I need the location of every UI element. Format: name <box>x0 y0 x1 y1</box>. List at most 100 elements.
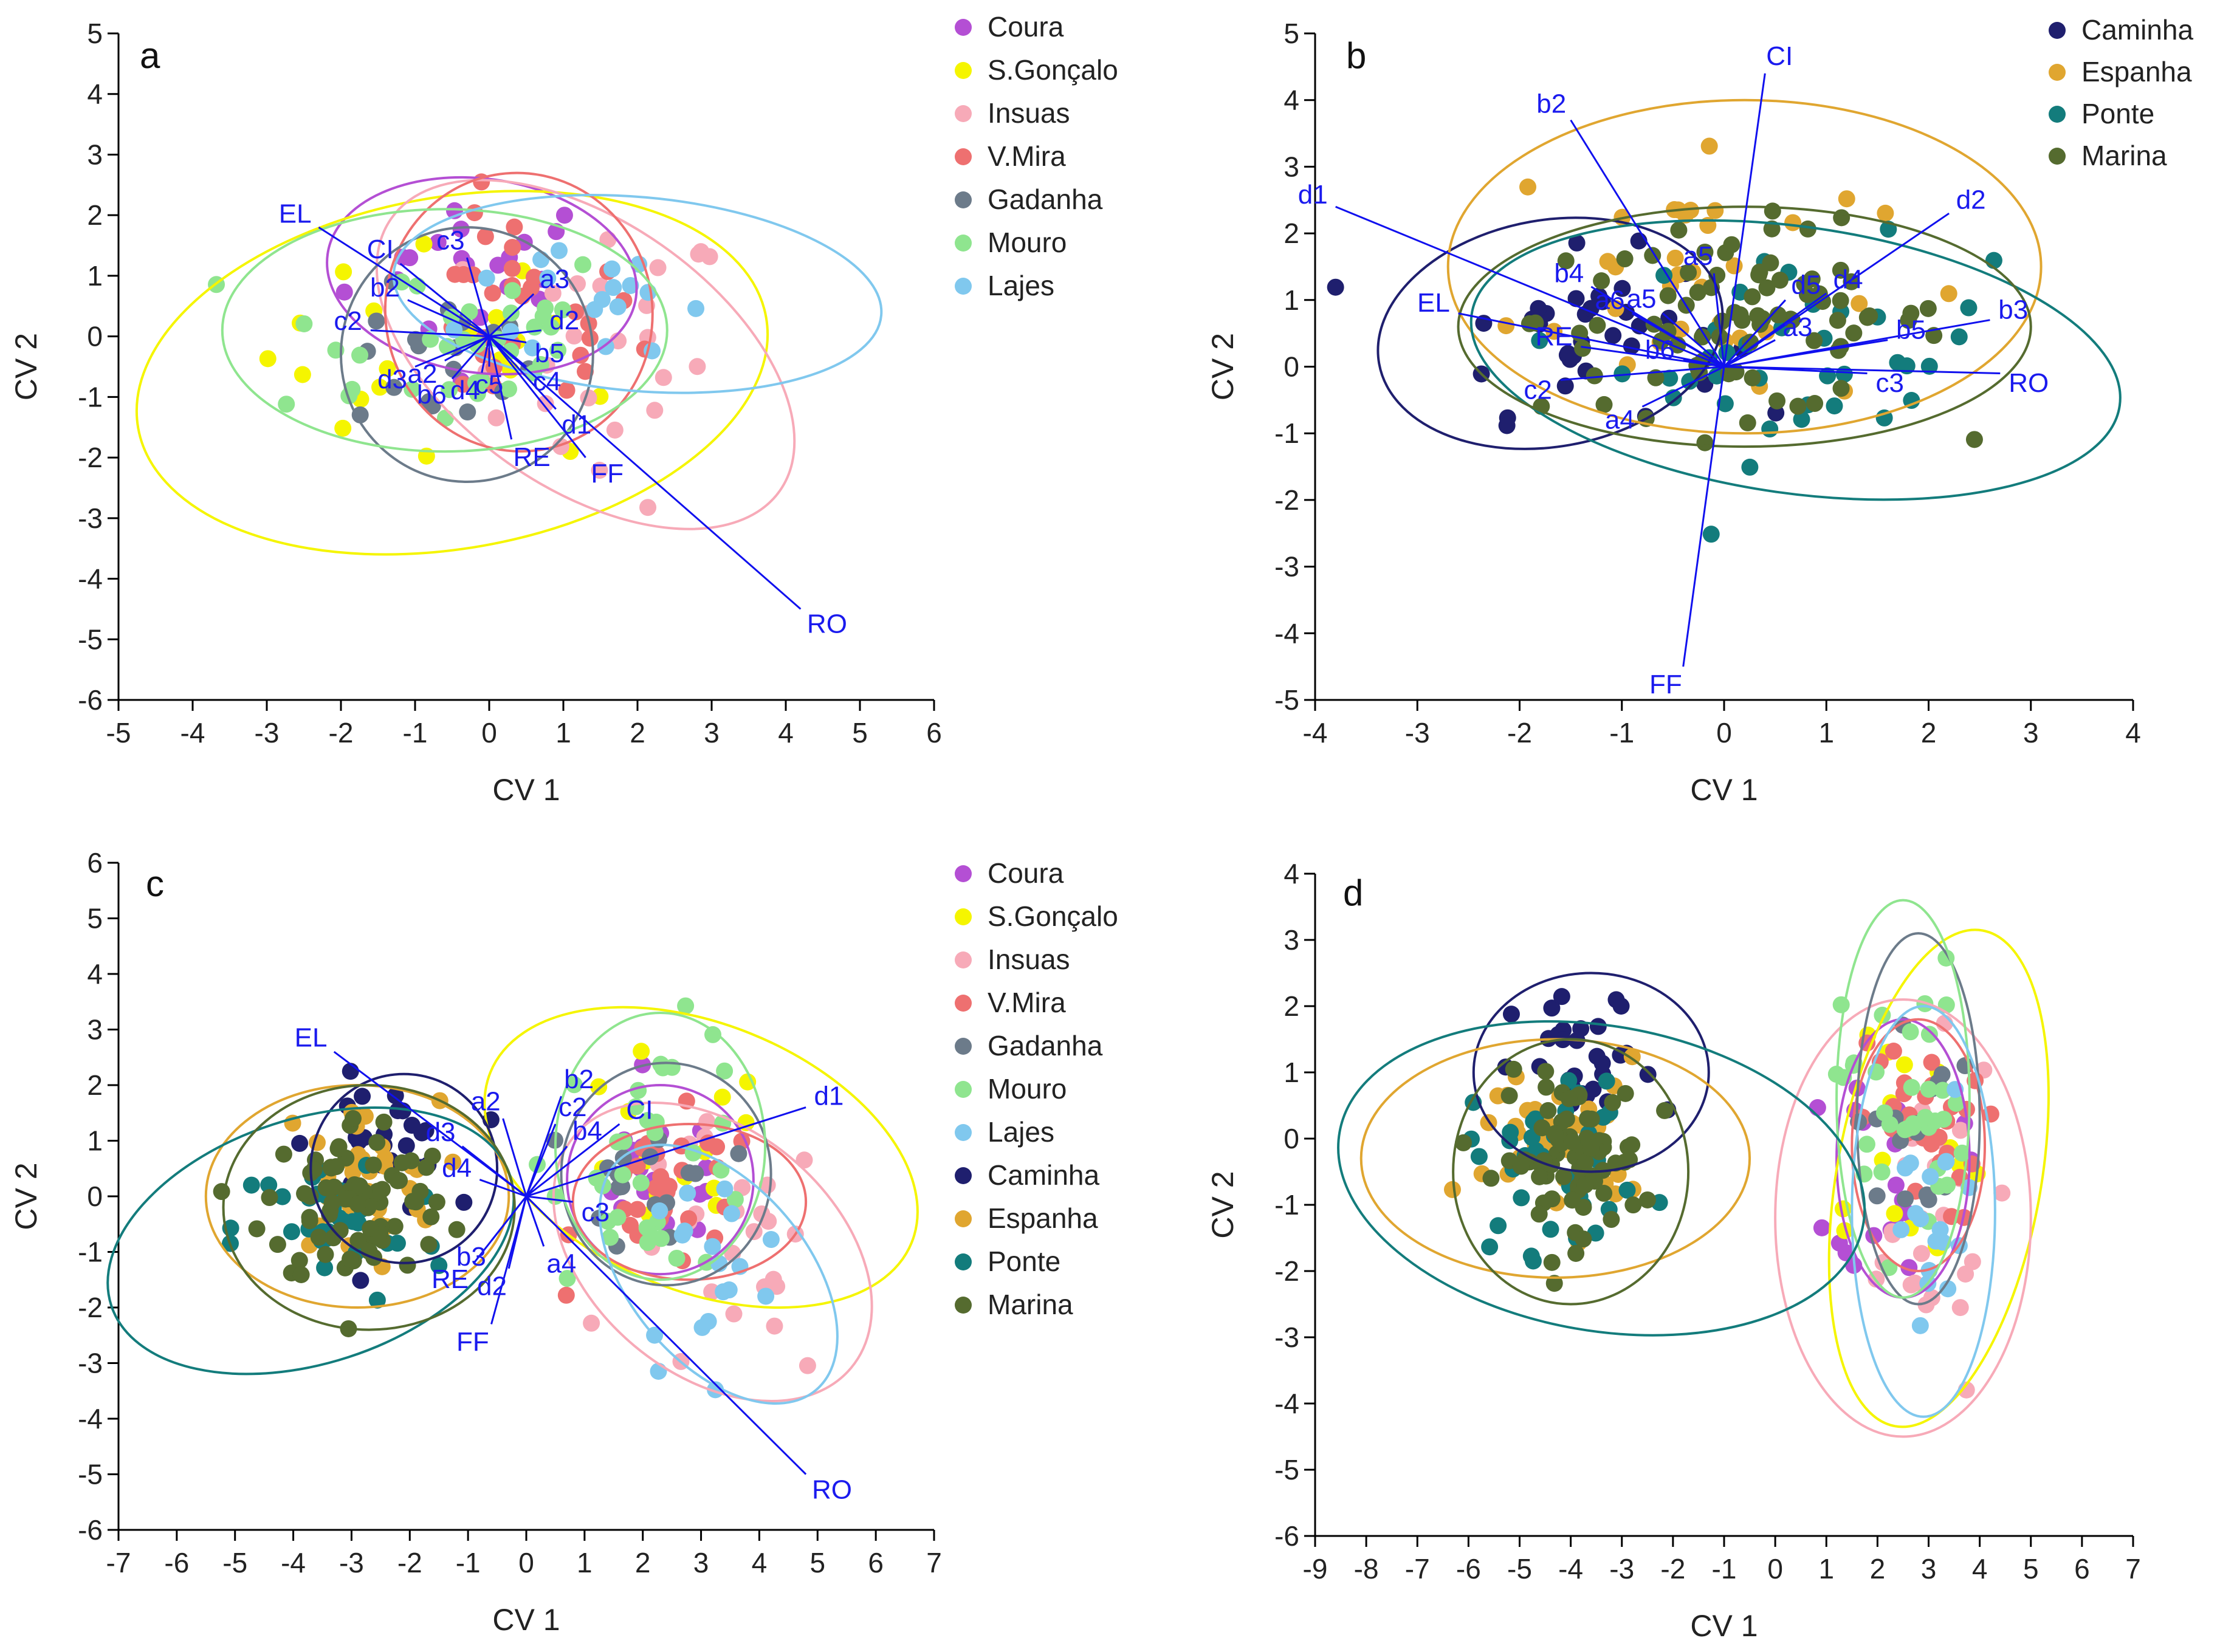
data-point <box>1923 1054 1940 1071</box>
data-point <box>1832 261 1849 279</box>
data-point <box>1887 1176 1905 1194</box>
data-point <box>1751 263 1768 281</box>
data-point <box>1595 1185 1613 1202</box>
data-point <box>1696 243 1714 261</box>
data-point <box>354 1088 371 1105</box>
x-tick-label: -3 <box>1609 1553 1634 1585</box>
x-tick-label: 2 <box>1870 1553 1886 1585</box>
data-point <box>622 276 639 294</box>
data-point <box>1616 250 1634 268</box>
data-point <box>621 1216 639 1234</box>
vector-line <box>526 1195 573 1203</box>
data-point <box>335 283 353 301</box>
data-point <box>1761 420 1779 438</box>
data-point <box>1661 369 1679 387</box>
legend-marker <box>955 908 972 925</box>
data-point <box>1769 306 1787 324</box>
legend-marker <box>955 19 972 36</box>
x-axis-label: CV 1 <box>1690 773 1758 807</box>
legend-label: Caminha <box>988 1159 1100 1191</box>
confidence-ellipse <box>560 1061 772 1287</box>
x-tick-label: 3 <box>704 717 720 749</box>
data-point <box>344 1213 362 1230</box>
data-point <box>334 419 352 437</box>
vector-label: b6 <box>1645 335 1675 365</box>
y-tick-label: -2 <box>1274 1255 1299 1287</box>
vector-label: FF <box>456 1327 489 1357</box>
data-point <box>502 323 520 340</box>
data-point <box>261 1189 278 1207</box>
vector-label: CI <box>626 1095 653 1125</box>
data-point <box>1912 1245 1930 1263</box>
data-point <box>1470 1148 1488 1165</box>
data-point <box>455 1193 473 1211</box>
data-point <box>292 1266 310 1283</box>
data-point <box>544 284 562 302</box>
vector-line <box>1723 366 1868 374</box>
data-point <box>1758 279 1776 296</box>
y-tick-label: 4 <box>87 78 103 110</box>
data-point <box>1939 1280 1957 1298</box>
x-tick-label: -1 <box>456 1547 481 1578</box>
data-point <box>1545 323 1563 340</box>
data-point <box>349 1195 366 1213</box>
x-axis-label: CV 1 <box>492 1603 560 1637</box>
x-tick-label: -4 <box>281 1547 306 1578</box>
panel-c: -7 -6 -5 -4 -3 -2 -1 0 1 2 3 4 5 6 7-6-5-4-3-2-1012345… <box>9 847 1118 1637</box>
y-tick-label: 4 <box>1284 84 1299 116</box>
data-point <box>1545 1275 1563 1292</box>
y-tick-label: -3 <box>1274 1321 1299 1353</box>
vector-label: d2 <box>477 1272 507 1301</box>
x-tick-label: -6 <box>1456 1553 1481 1585</box>
data-point <box>428 1193 445 1211</box>
vector-label: c5 <box>475 370 503 400</box>
data-point <box>716 1180 734 1198</box>
vector-line <box>489 335 527 368</box>
vector-label: RE <box>514 442 551 472</box>
data-point <box>1889 354 1906 371</box>
legend-label: V.Mira <box>988 987 1066 1018</box>
data-point <box>639 1112 656 1129</box>
confidence-ellipse <box>309 1072 499 1264</box>
data-point <box>1689 284 1706 301</box>
data-point <box>476 228 494 245</box>
data-point <box>704 1238 721 1255</box>
data-point <box>342 1063 359 1080</box>
x-tick-label: -8 <box>1354 1553 1379 1585</box>
data-point <box>1793 411 1810 428</box>
x-tick-label: 1 <box>577 1547 593 1578</box>
data-point <box>574 256 592 273</box>
data-point <box>327 1158 345 1176</box>
data-point <box>614 1166 631 1184</box>
data-point <box>1582 1139 1600 1157</box>
x-tick-label: -1 <box>403 717 428 749</box>
vector-label: c4 <box>533 366 561 396</box>
data-point <box>1481 1238 1499 1256</box>
data-point <box>389 1102 407 1120</box>
confidence-ellipse <box>1446 98 2043 435</box>
vector-label: d4 <box>450 375 480 405</box>
legend-label: Lajes <box>988 270 1054 301</box>
data-point <box>1799 220 1816 238</box>
data-point <box>1927 1232 1945 1250</box>
data-point <box>609 298 627 315</box>
data-point <box>441 381 458 399</box>
data-point <box>1751 315 1769 333</box>
data-point <box>1835 365 1853 383</box>
x-tick-label: 7 <box>2125 1553 2141 1585</box>
legend-label: Ponte <box>2081 98 2154 129</box>
data-point <box>329 1140 347 1157</box>
data-point <box>506 218 523 236</box>
data-point <box>766 1317 783 1335</box>
data-point <box>692 243 710 261</box>
y-tick-label: -3 <box>1274 551 1299 583</box>
x-tick-label: -2 <box>1507 717 1532 749</box>
x-tick-label: 5 <box>809 1547 825 1578</box>
legend-label: Insuas <box>988 944 1070 975</box>
vector-line <box>1723 366 2001 374</box>
vector-label: CI <box>367 235 394 264</box>
y-tick-label: 0 <box>87 321 103 352</box>
legend-label: Mouro <box>988 1073 1067 1105</box>
data-point <box>1897 1190 1914 1208</box>
